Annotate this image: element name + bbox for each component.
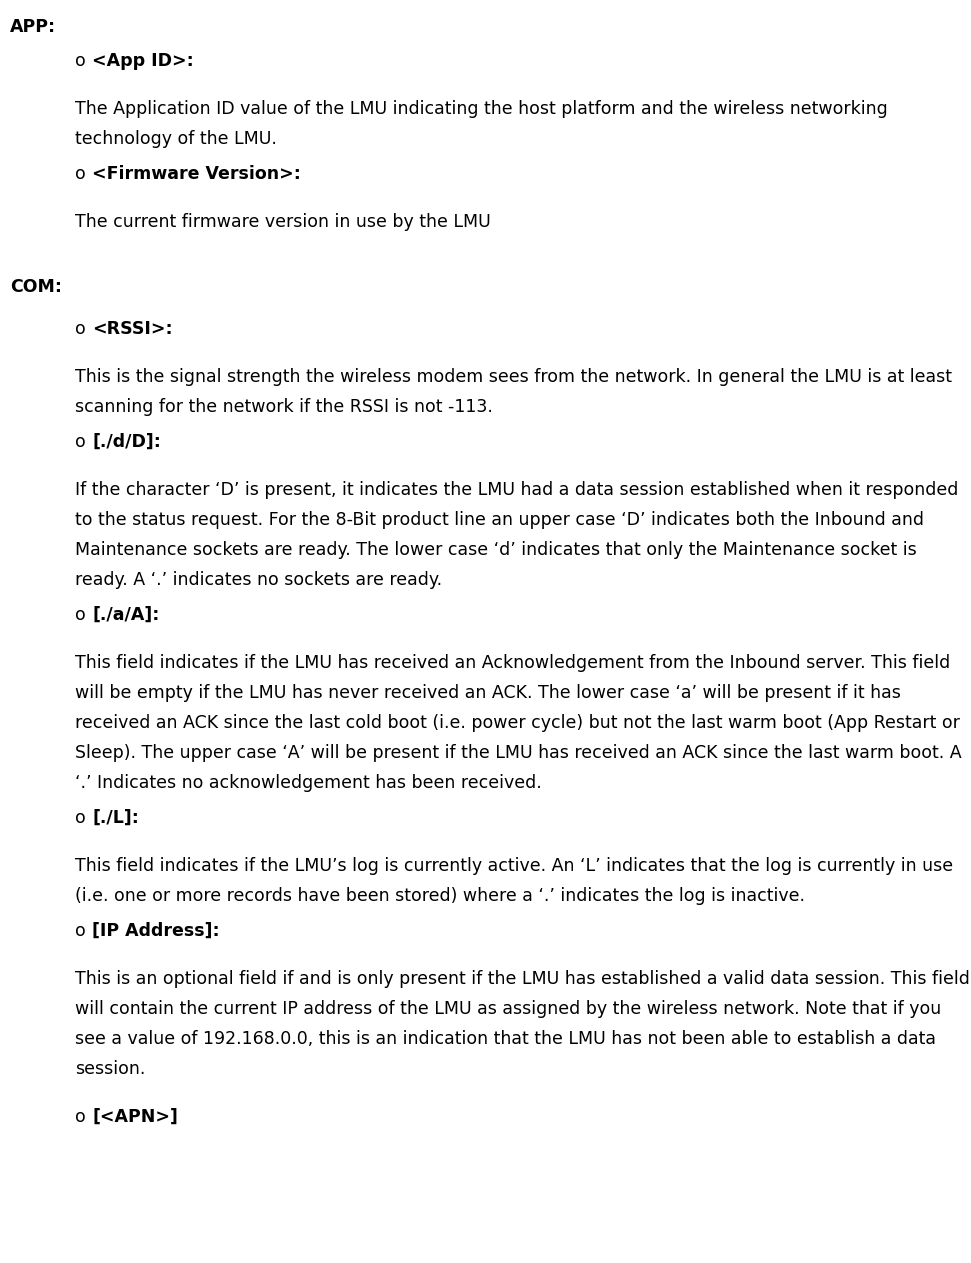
Text: APP:: APP: — [10, 18, 56, 37]
Text: COM:: COM: — [10, 278, 62, 296]
Text: will be empty if the LMU has never received an ACK. The lower case ‘a’ will be p: will be empty if the LMU has never recei… — [75, 685, 901, 702]
Text: <App ID>:: <App ID>: — [92, 52, 194, 69]
Text: This field indicates if the LMU has received an Acknowledgement from the Inbound: This field indicates if the LMU has rece… — [75, 654, 951, 672]
Text: o: o — [75, 165, 91, 183]
Text: If the character ‘D’ is present, it indicates the LMU had a data session establi: If the character ‘D’ is present, it indi… — [75, 481, 958, 499]
Text: see a value of 192.168.0.0, this is an indication that the LMU has not been able: see a value of 192.168.0.0, this is an i… — [75, 1031, 936, 1048]
Text: o: o — [75, 922, 91, 940]
Text: o: o — [75, 1108, 91, 1127]
Text: Sleep). The upper case ‘A’ will be present if the LMU has received an ACK since : Sleep). The upper case ‘A’ will be prese… — [75, 744, 961, 762]
Text: [./a/A]:: [./a/A]: — [92, 606, 159, 624]
Text: [./L]:: [./L]: — [92, 810, 139, 827]
Text: [<APN>]: [<APN>] — [92, 1108, 178, 1127]
Text: The Application ID value of the LMU indicating the host platform and the wireles: The Application ID value of the LMU indi… — [75, 100, 887, 117]
Text: o: o — [75, 320, 91, 338]
Text: Maintenance sockets are ready. The lower case ‘d’ indicates that only the Mainte: Maintenance sockets are ready. The lower… — [75, 541, 917, 560]
Text: received an ACK since the last cold boot (i.e. power cycle) but not the last war: received an ACK since the last cold boot… — [75, 714, 960, 733]
Text: o: o — [75, 52, 91, 69]
Text: <RSSI>:: <RSSI>: — [92, 320, 173, 338]
Text: ready. A ‘.’ indicates no sockets are ready.: ready. A ‘.’ indicates no sockets are re… — [75, 571, 442, 589]
Text: This field indicates if the LMU’s log is currently active. An ‘L’ indicates that: This field indicates if the LMU’s log is… — [75, 858, 954, 875]
Text: scanning for the network if the RSSI is not -113.: scanning for the network if the RSSI is … — [75, 398, 493, 416]
Text: will contain the current IP address of the LMU as assigned by the wireless netwo: will contain the current IP address of t… — [75, 1000, 941, 1018]
Text: [./d/D]:: [./d/D]: — [92, 433, 161, 451]
Text: session.: session. — [75, 1060, 146, 1079]
Text: ‘.’ Indicates no acknowledgement has been received.: ‘.’ Indicates no acknowledgement has bee… — [75, 774, 542, 792]
Text: technology of the LMU.: technology of the LMU. — [75, 130, 277, 148]
Text: o: o — [75, 810, 91, 827]
Text: o: o — [75, 606, 91, 624]
Text: This is an optional field if and is only present if the LMU has established a va: This is an optional field if and is only… — [75, 970, 970, 988]
Text: o: o — [75, 433, 91, 451]
Text: <Firmware Version>:: <Firmware Version>: — [92, 165, 301, 183]
Text: This is the signal strength the wireless modem sees from the network. In general: This is the signal strength the wireless… — [75, 368, 952, 386]
Text: The current firmware version in use by the LMU: The current firmware version in use by t… — [75, 213, 490, 231]
Text: [IP Address]:: [IP Address]: — [92, 922, 219, 940]
Text: (i.e. one or more records have been stored) where a ‘.’ indicates the log is ina: (i.e. one or more records have been stor… — [75, 887, 805, 906]
Text: to the status request. For the 8-Bit product line an upper case ‘D’ indicates bo: to the status request. For the 8-Bit pro… — [75, 512, 924, 529]
